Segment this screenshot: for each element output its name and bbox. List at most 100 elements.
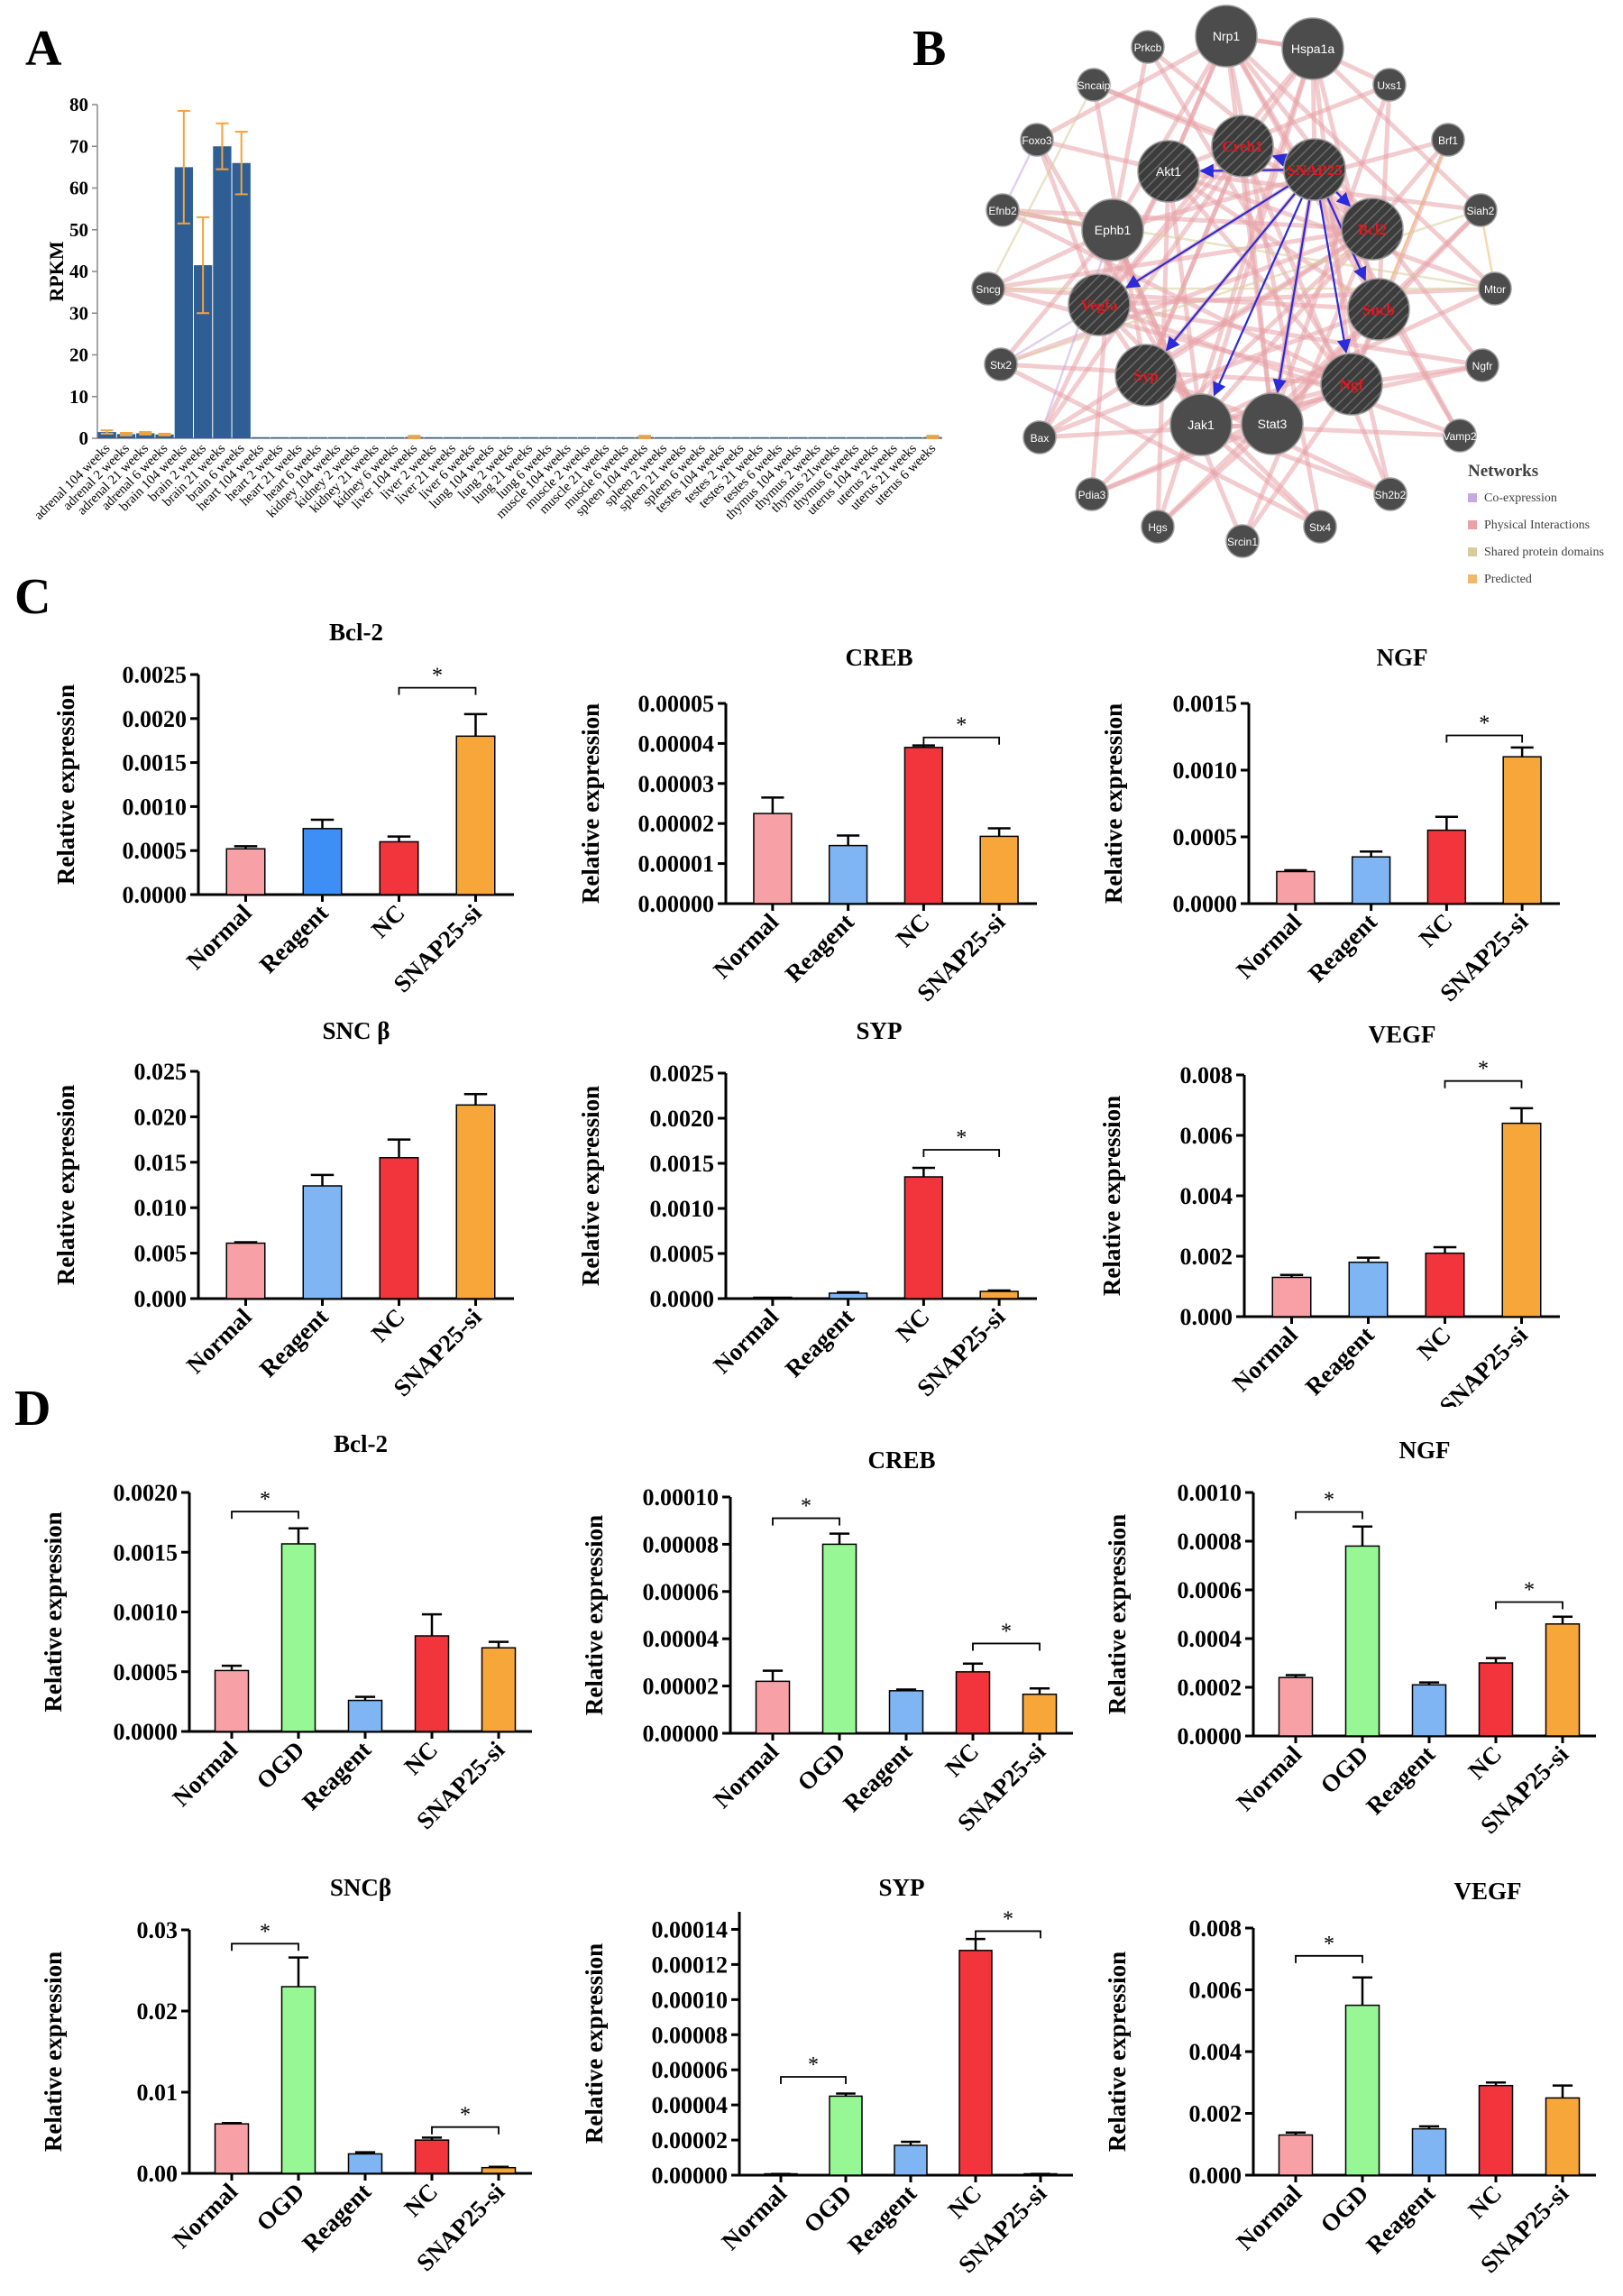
y-tick-label: 0.0010 <box>114 1600 179 1626</box>
network-edge <box>987 286 1380 312</box>
y-axis-label: Relative expression <box>577 703 604 904</box>
bar <box>958 1950 993 2176</box>
node-circle <box>1141 510 1175 544</box>
bar <box>828 1292 868 1300</box>
y-tick-label: 0.00001 <box>638 851 715 877</box>
bar <box>789 436 808 438</box>
panel-label-a: A <box>25 21 62 77</box>
bar <box>1278 2134 1314 2176</box>
node-label: Ephb1 <box>1095 223 1132 237</box>
x-tick-label: Normal <box>1231 908 1307 984</box>
significance-star: * <box>808 2053 819 2077</box>
y-axis-label: Relative expression <box>1104 1952 1131 2152</box>
network-edge <box>1310 48 1354 385</box>
node-label: Nrp1 <box>1213 29 1241 43</box>
significance-star: * <box>956 1126 967 1150</box>
node-label: Stx2 <box>990 359 1012 372</box>
x-tick-label: NC <box>399 2178 443 2222</box>
x-tick-label: Normal <box>1231 2180 1307 2255</box>
network-edge <box>1168 169 1496 291</box>
bar <box>827 436 847 438</box>
y-tick-label: 0.0005 <box>114 1659 179 1685</box>
legend-swatch <box>1468 547 1477 556</box>
chart-title: VEGF <box>1368 1021 1435 1048</box>
node-label: Bcl2 <box>1358 221 1387 238</box>
significance-bracket <box>231 1942 299 1952</box>
bar <box>1022 1694 1058 1734</box>
node-label: Bax <box>1031 432 1050 445</box>
x-tick-label: OGD <box>1316 1740 1374 1799</box>
legend-swatch <box>1468 520 1477 529</box>
chart-d-ngf: NGF Relative expression 0.0000 0.0002 0.0004… <box>1104 1438 1596 1839</box>
node-circle <box>1443 418 1477 453</box>
chart-c-ngf: NGF Relative expression 0.0000 0.0005 0.0010… <box>1100 644 1560 1006</box>
node-circle <box>1137 140 1200 203</box>
legend-swatch <box>1468 574 1477 583</box>
node-label: Uxs1 <box>1377 79 1402 92</box>
bar <box>347 1699 383 1732</box>
network-edge <box>1224 34 1484 367</box>
node-circle <box>1373 477 1408 511</box>
chart-d-creb: CREB Relative expression 0.00000 0.00002 0.0… <box>581 1446 1073 1836</box>
node-label: Sncb <box>1362 301 1395 318</box>
node-label: Vamp2 <box>1443 430 1476 443</box>
network-node: Nrp1 <box>1195 5 1258 68</box>
y-tick-label: 0.00 <box>137 2161 179 2187</box>
x-tick-label: NC <box>1412 1321 1456 1365</box>
bar <box>520 436 539 438</box>
node-circle <box>1075 477 1109 511</box>
y-tick-label: 0.02 <box>137 1998 179 2025</box>
bar <box>888 1690 924 1734</box>
x-tick-label: NC <box>891 908 935 952</box>
x-tick-label: Reagent <box>780 1303 859 1382</box>
network-edge <box>1091 421 1273 497</box>
significance-bracket <box>1444 1079 1523 1088</box>
chart-title: SYP <box>856 1017 902 1044</box>
y-tick-label: 50 <box>69 219 88 241</box>
legend-label: Predicted <box>1484 573 1532 586</box>
x-tick-label: Reagent <box>1303 908 1382 987</box>
y-axis-label: Relative expression <box>581 1515 608 1715</box>
y-tick-label: 0.00002 <box>638 811 715 837</box>
interaction-arrow <box>1125 169 1316 289</box>
chart-title: VEGF <box>1453 1878 1521 1905</box>
bar <box>955 1671 991 1734</box>
x-tick-label: Normal <box>708 1738 784 1814</box>
chart-c-bcl2: Bcl-2 Relative expression 0.0000 0.0005 0.00… <box>52 619 514 997</box>
significance-bracket <box>975 1930 1041 1939</box>
bar <box>1276 870 1316 905</box>
y-tick-label: 0.00002 <box>652 2127 729 2154</box>
y-tick-label: 0.0002 <box>1178 1675 1242 1701</box>
node-label: Siah2 <box>1467 205 1495 217</box>
significance-star: * <box>1324 1489 1334 1512</box>
y-tick-label: 0.006 <box>1189 1978 1242 2004</box>
network-edge <box>1311 47 1482 212</box>
node-circle <box>1478 271 1512 306</box>
x-tick-label: Normal <box>1231 1740 1307 1816</box>
node-circle <box>1320 353 1383 416</box>
y-tick-label: 0.01 <box>137 2080 179 2106</box>
significance-bracket <box>780 2076 847 2084</box>
significance-star: * <box>432 665 443 688</box>
bar <box>214 1669 250 1732</box>
network-node: Syp <box>1114 344 1178 407</box>
x-tick-label: Normal <box>181 1303 257 1379</box>
y-tick-label: 0.00004 <box>652 2092 729 2118</box>
y-tick-label: 0.0015 <box>114 1539 179 1566</box>
significance-star: * <box>260 1488 270 1511</box>
y-tick-label: 0.0010 <box>1178 1480 1242 1506</box>
network-node: Akt1 <box>1137 140 1200 203</box>
y-tick-label: 0 <box>79 427 89 449</box>
node-label: Hspa1a <box>1291 41 1334 56</box>
x-tick-label: Reagent <box>838 1738 917 1817</box>
bar <box>193 265 213 438</box>
y-tick-label: 0.00008 <box>643 1531 720 1557</box>
y-tick-label: 0.005 <box>134 1241 188 1267</box>
node-circle <box>1077 68 1111 102</box>
node-label: Sh2b2 <box>1375 489 1407 501</box>
bar <box>1545 2097 1581 2176</box>
bar <box>225 848 266 895</box>
bar <box>821 1543 857 1734</box>
network-edge <box>999 362 1322 529</box>
y-tick-label: 0.03 <box>137 1917 179 1943</box>
